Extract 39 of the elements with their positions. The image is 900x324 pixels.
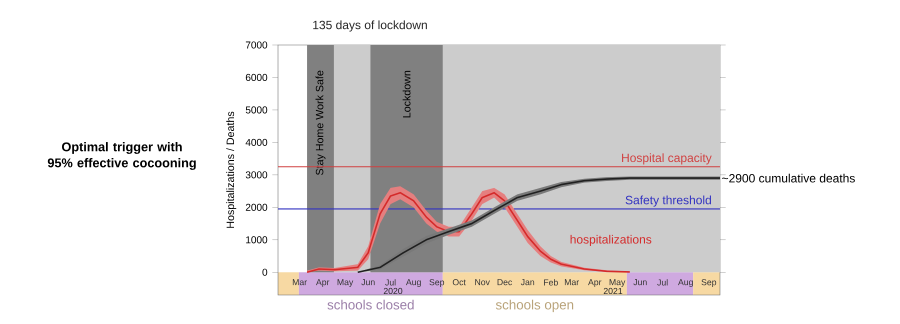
y-axis-title: Hospitalizations / Deaths bbox=[226, 112, 236, 228]
y-tick-label: 2000 bbox=[246, 204, 268, 211]
band-label: schools closed bbox=[327, 300, 414, 310]
x-tick-label: Aug bbox=[406, 279, 421, 287]
x-tick-label: Apr bbox=[316, 279, 330, 287]
y-tick-label: 0 bbox=[262, 268, 268, 276]
band-label: Lockdown bbox=[402, 70, 410, 118]
x-tick-label: Nov bbox=[475, 279, 490, 286]
x-tick-label: Sep bbox=[702, 279, 716, 288]
y-tick-label: 7000 bbox=[246, 41, 268, 49]
x-tick-label: Oct bbox=[452, 279, 466, 286]
annotation: 2021 bbox=[604, 288, 622, 294]
x-tick-label: Jan bbox=[520, 279, 534, 286]
ref-line-label: Hospital capacity bbox=[622, 153, 712, 164]
x-tick-label: Sep bbox=[429, 279, 444, 288]
annotation: ~2900 cumulative deaths bbox=[722, 174, 855, 183]
series-label: hospitalizations bbox=[570, 234, 652, 246]
x-tick-label: Aug bbox=[678, 279, 693, 287]
x-tick-label: Jul bbox=[657, 279, 668, 286]
y-tick-label: 1000 bbox=[246, 236, 268, 244]
x-tick-label: Jun bbox=[633, 279, 647, 286]
x-tick-label: Feb bbox=[544, 279, 558, 286]
y-tick-label: 6000 bbox=[246, 74, 268, 82]
x-tick-label: Apr bbox=[588, 279, 602, 287]
x-tick-label: May bbox=[610, 279, 626, 287]
ref-line-label: Safety threshold bbox=[626, 195, 711, 207]
x-tick-label: Mar bbox=[564, 279, 579, 286]
annotation: 2020 bbox=[384, 288, 402, 294]
y-tick-label: 3000 bbox=[246, 171, 268, 178]
x-tick-label: Jul bbox=[385, 279, 396, 286]
band-label: schools open bbox=[496, 300, 574, 312]
y-tick-label: 4000 bbox=[246, 138, 268, 146]
text: 135 days of lockdown bbox=[313, 20, 427, 32]
x-tick-label: Dec bbox=[498, 279, 512, 286]
x-tick-label: Jun bbox=[361, 279, 375, 286]
text: Optimal trigger with 95% effective cocooning bbox=[48, 142, 196, 170]
y-tick-label: 5000 bbox=[246, 106, 268, 114]
x-tick-label: Mar bbox=[292, 279, 307, 286]
x-tick-label: May bbox=[338, 279, 354, 287]
